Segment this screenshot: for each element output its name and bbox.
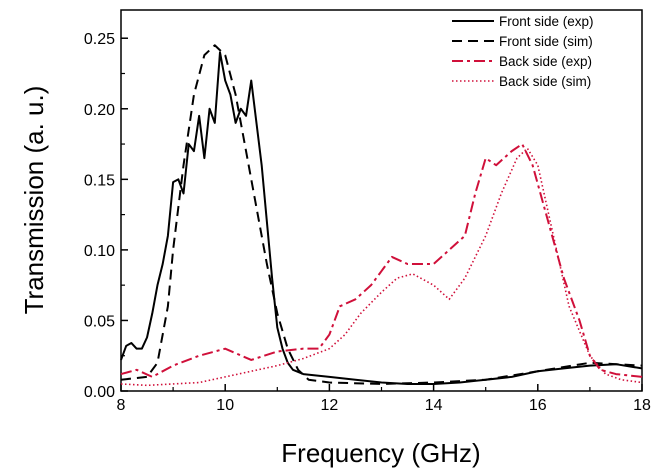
y-tick-label: 0.25 (84, 31, 115, 48)
series-line-1 (120, 51, 643, 385)
x-tick-label: 16 (529, 397, 547, 414)
x-tick-label: 10 (216, 397, 234, 414)
y-tick-label: 0.10 (84, 243, 115, 260)
y-tick-label: 0.00 (84, 384, 115, 401)
y-tick-label: 0.20 (84, 102, 115, 119)
y-tick-label: 0.05 (84, 313, 115, 330)
series-line-2 (120, 44, 643, 385)
x-tick-label: 8 (117, 397, 126, 414)
x-tick-label: 18 (633, 397, 651, 414)
legend: Front side (exp) Front side (sim) Back sid… (452, 14, 594, 89)
series-group (120, 44, 643, 387)
legend-label: Back side (sim) (499, 74, 591, 89)
legend-label: Front side (sim) (499, 34, 593, 49)
x-axis-title: Frequency (GHz) (281, 438, 480, 468)
y-tick-label: 0.15 (84, 172, 115, 189)
ticks-group: 8 10 12 14 16 18 0.00 0.05 0.10 0.15 0.20 0.25 (84, 31, 651, 414)
legend-label: Front side (exp) (499, 14, 594, 29)
x-tick-label: 12 (321, 397, 339, 414)
legend-label: Back side (exp) (499, 54, 592, 69)
x-tick-label: 14 (425, 397, 443, 414)
series-line-3 (120, 143, 643, 378)
series-line-4 (120, 147, 643, 387)
y-axis-title: Transmission (a. u.) (19, 86, 49, 315)
